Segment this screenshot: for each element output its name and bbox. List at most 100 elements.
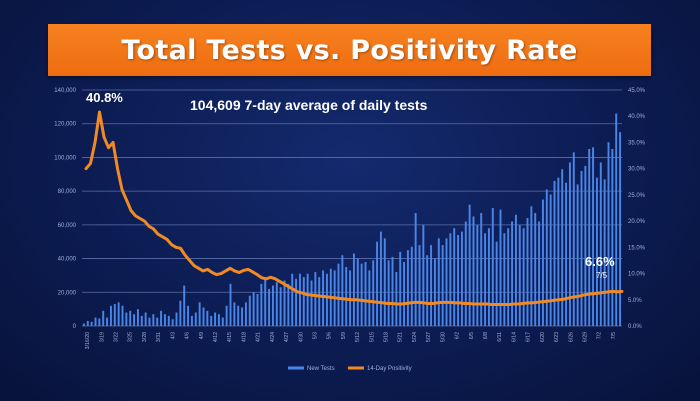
new-tests-bar <box>160 310 163 326</box>
left-tick-label: 100,000 <box>54 155 76 161</box>
right-tick-label: 5.0% <box>628 298 642 304</box>
new-tests-bar <box>568 162 571 326</box>
right-tick-label: 45.0% <box>628 88 646 94</box>
new-tests-bar <box>109 305 112 326</box>
new-tests-bar <box>356 258 359 326</box>
new-tests-bar <box>268 288 271 326</box>
new-tests-bar <box>453 228 456 326</box>
new-tests-bar <box>140 315 143 326</box>
x-tick-label: 7/2 <box>597 332 603 339</box>
new-tests-bar <box>237 305 240 326</box>
new-tests-bar <box>275 282 278 326</box>
new-tests-bar <box>148 317 151 326</box>
new-tests-bar <box>306 273 309 326</box>
x-tick-label: 3/16/20 <box>85 332 91 349</box>
new-tests-bar <box>298 273 301 326</box>
new-tests-bar <box>588 149 591 326</box>
right-tick-label: 35.0% <box>628 140 646 146</box>
new-tests-bar <box>545 189 548 326</box>
new-tests-bar <box>472 216 475 326</box>
new-tests-bar <box>376 241 379 326</box>
left-axis-ticks: 0 20,000 40,000 60,000 80,000 100,000 120,000 1… <box>54 88 76 330</box>
end-date-label: 7/5 <box>596 271 608 280</box>
new-tests-bar <box>457 234 460 326</box>
x-tick-label: 3/28 <box>142 332 148 342</box>
new-tests-bar <box>449 233 452 326</box>
x-tick-label: 3/22 <box>114 332 120 342</box>
new-tests-bar <box>360 263 363 326</box>
new-tests-bar <box>534 213 537 326</box>
new-tests-bar <box>487 228 490 326</box>
new-tests-bar <box>433 258 436 326</box>
legend-positivity: 14-Day Positivity <box>367 366 412 372</box>
new-tests-bar <box>445 238 448 326</box>
new-tests-bar <box>86 320 89 326</box>
new-tests-bar <box>214 312 217 326</box>
left-tick-label: 80,000 <box>58 189 77 195</box>
x-tick-label: 6/5 <box>469 332 475 339</box>
new-tests-bar <box>437 238 440 326</box>
x-tick-label: 3/31 <box>156 332 162 342</box>
left-tick-label: 40,000 <box>58 257 77 263</box>
new-tests-bar <box>406 250 409 326</box>
new-tests-bar <box>221 317 224 326</box>
x-tick-label: 6/17 <box>526 332 532 342</box>
new-tests-bar <box>399 251 402 326</box>
right-tick-label: 25.0% <box>628 193 646 199</box>
new-tests-bar <box>541 199 544 326</box>
new-tests-bar <box>383 238 386 326</box>
new-tests-bar <box>345 267 348 326</box>
right-tick-label: 10.0% <box>628 272 646 278</box>
new-tests-bar <box>152 314 155 326</box>
new-tests-bar <box>244 302 247 326</box>
x-tick-label: 4/27 <box>284 332 290 342</box>
new-tests-bar <box>603 179 606 326</box>
x-tick-label: 4/9 <box>199 332 205 339</box>
new-tests-bar <box>302 277 305 326</box>
left-tick-label: 20,000 <box>58 290 77 296</box>
right-tick-label: 30.0% <box>628 167 646 173</box>
new-tests-bar <box>592 147 595 326</box>
new-tests-bar <box>190 315 193 326</box>
x-tick-label: 5/6 <box>327 332 333 339</box>
new-tests-bar <box>133 314 136 326</box>
new-tests-bar <box>414 213 417 326</box>
new-tests-bar <box>553 181 556 326</box>
x-tick-label: 6/26 <box>568 332 574 342</box>
title-banner: Total Tests vs. Positivity Rate <box>48 24 651 76</box>
new-tests-bar <box>279 287 282 326</box>
x-tick-label: 6/2 <box>455 332 461 339</box>
new-tests-bars <box>82 113 622 326</box>
new-tests-bar <box>248 295 251 326</box>
new-tests-bar <box>271 285 274 326</box>
new-tests-bar <box>252 292 255 326</box>
new-tests-bar <box>206 310 209 326</box>
x-tick-label: 5/18 <box>384 332 390 342</box>
new-tests-bar <box>368 270 371 326</box>
new-tests-bar <box>98 318 101 326</box>
new-tests-bar <box>522 228 525 326</box>
new-tests-bar <box>256 293 259 326</box>
new-tests-bar <box>391 256 394 326</box>
new-tests-bar <box>163 314 166 326</box>
peak-positivity-label: 40.8% <box>86 90 123 105</box>
new-tests-bar <box>619 132 622 326</box>
new-tests-bar <box>495 241 498 326</box>
left-tick-label: 140,000 <box>54 88 76 94</box>
new-tests-bar <box>125 312 128 326</box>
gridlines <box>82 89 622 327</box>
new-tests-bar <box>549 194 552 326</box>
new-tests-bar <box>175 312 178 326</box>
new-tests-bar <box>491 208 494 326</box>
new-tests-bar <box>595 177 598 326</box>
new-tests-bar <box>225 305 228 326</box>
x-tick-label: 6/29 <box>582 332 588 342</box>
x-tick-label: 4/15 <box>227 332 233 342</box>
x-tick-label: 7/5 <box>611 332 617 339</box>
x-tick-label: 5/24 <box>412 332 418 342</box>
new-tests-bar <box>530 206 533 326</box>
new-tests-bar <box>287 283 290 326</box>
new-tests-bar <box>441 245 444 326</box>
new-tests-bar <box>241 307 244 326</box>
